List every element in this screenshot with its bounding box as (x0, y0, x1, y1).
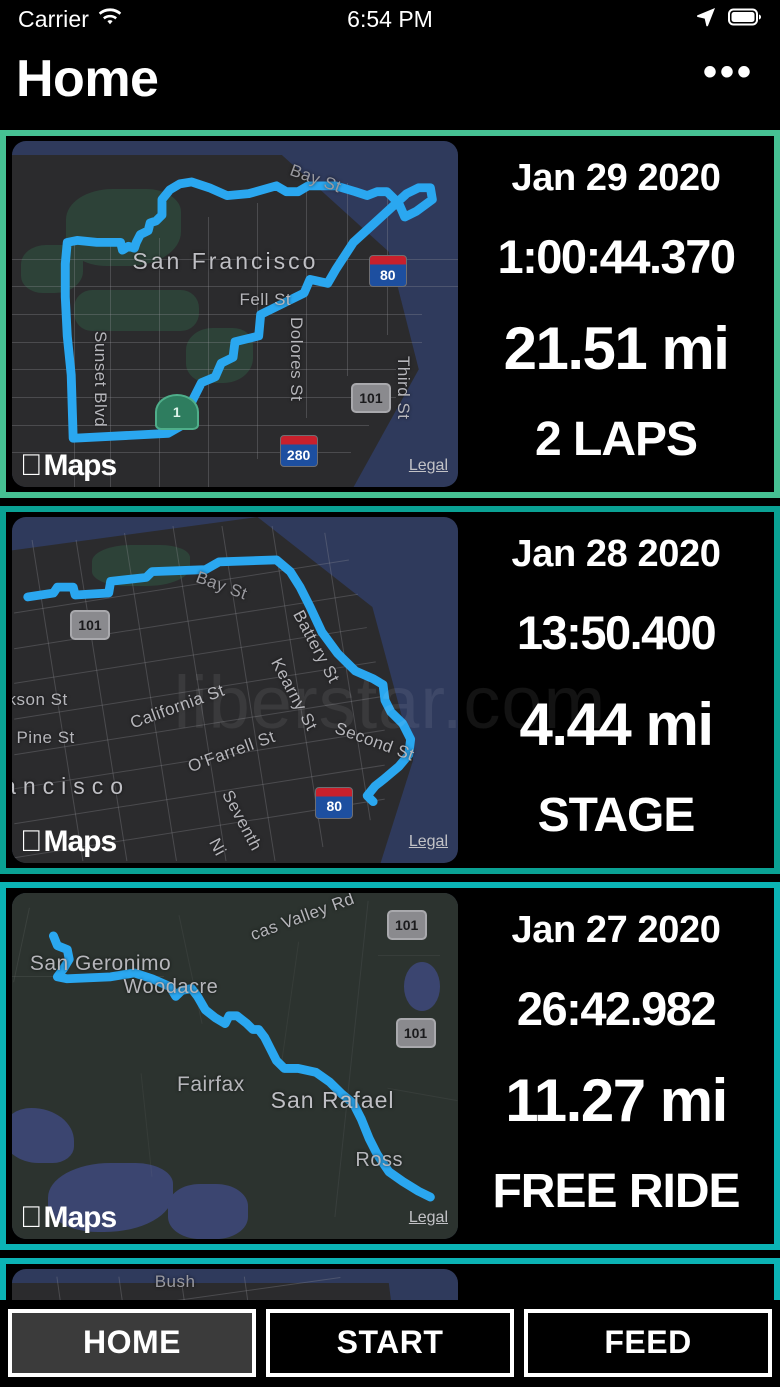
map-label: Fairfax (177, 1072, 245, 1096)
map-label: Bush (154, 1272, 196, 1292)
ride-card[interactable]: San Francisco Fell St Sunset Blvd Dolore… (0, 130, 780, 498)
highway-shield-101: 101 (386, 910, 427, 941)
map-park (74, 289, 200, 332)
map-label: Fell St (239, 289, 292, 309)
maps-label: Maps (22, 449, 118, 482)
map-label: San Francisco (132, 248, 319, 275)
ride-date: Jan 28 2020 (511, 532, 721, 575)
map-park (20, 244, 84, 294)
ride-type: STAGE (537, 789, 696, 843)
bottom-tab-bar: HOME START FEED (0, 1300, 780, 1387)
apple-logo-icon:  (20, 451, 42, 481)
highway-shield-101: 101 (69, 610, 110, 641)
tab-feed[interactable]: FEED (524, 1308, 772, 1377)
apple-maps-attribution:  Maps (20, 449, 118, 483)
status-bar: Carrier 6:54 PM (0, 0, 780, 38)
map-canvas: San Francisco Fell St Sunset Blvd Dolore… (12, 141, 458, 487)
map-canvas: ancisco kson St Pine St California St O'… (12, 517, 458, 863)
map-label: Sunset Blvd (91, 331, 111, 428)
ride-distance: 11.27 mi (505, 1066, 728, 1134)
status-bar-right (695, 6, 762, 33)
map-label: ancisco (12, 773, 131, 800)
map-label: San Rafael (270, 1086, 395, 1113)
highway-shield-80: 80 (315, 786, 354, 819)
ride-date: Jan 29 2020 (511, 156, 721, 199)
map-legal-link[interactable]: Legal (408, 833, 448, 850)
location-arrow-icon (695, 6, 717, 33)
map-label: Dolores St (287, 317, 307, 402)
tab-home[interactable]: HOME (8, 1308, 256, 1377)
page-title: Home (16, 50, 159, 108)
apple-logo-icon:  (20, 827, 42, 857)
wifi-icon (98, 7, 122, 31)
ride-duration: 26:42.982 (516, 982, 717, 1036)
maps-label: Maps (22, 825, 118, 858)
ride-map[interactable]: San Francisco Fell St Sunset Blvd Dolore… (6, 136, 458, 492)
maps-label: Maps (22, 1201, 118, 1234)
ride-duration: 1:00:44.370 (497, 230, 736, 284)
highway-shield-80: 80 (368, 255, 407, 288)
highway-shield-1: 1 (154, 393, 199, 430)
map-water (168, 1183, 249, 1239)
map-water (47, 1162, 173, 1233)
map-label: Pine St (16, 728, 75, 748)
ride-map[interactable]: ancisco kson St Pine St California St O'… (6, 512, 458, 868)
route-polyline (12, 517, 458, 863)
map-canvas: San Geronimo Woodacre Fairfax San Rafael… (12, 893, 458, 1239)
tab-start[interactable]: START (266, 1308, 514, 1377)
map-legal-link[interactable]: Legal (408, 457, 448, 474)
battery-full-icon (728, 8, 762, 31)
ride-duration: 13:50.400 (516, 606, 717, 660)
apple-maps-attribution:  Maps (20, 825, 118, 859)
route-polyline (12, 141, 458, 487)
highway-shield-101: 101 (350, 383, 391, 414)
more-options-button[interactable]: ••• (702, 50, 754, 94)
ride-card[interactable]: San Geronimo Woodacre Fairfax San Rafael… (0, 882, 780, 1250)
ride-stats: Jan 29 2020 1:00:44.370 21.51 mi 2 LAPS (458, 136, 774, 492)
highway-shield-280: 280 (279, 435, 318, 468)
ride-type: 2 LAPS (534, 413, 698, 467)
ride-distance: 4.44 mi (519, 690, 714, 758)
apple-logo-icon:  (20, 1203, 42, 1233)
map-label: Third St (394, 355, 414, 420)
map-label: Woodacre (123, 976, 219, 999)
route-polyline (12, 893, 458, 1239)
ride-distance: 21.51 mi (503, 314, 730, 382)
status-bar-left: Carrier (18, 6, 122, 33)
map-legal-link[interactable]: Legal (408, 1209, 448, 1226)
ride-card[interactable]: ancisco kson St Pine St California St O'… (0, 506, 780, 874)
carrier-label: Carrier (18, 5, 89, 32)
apple-maps-attribution:  Maps (20, 1201, 118, 1235)
highway-shield-101: 101 (395, 1017, 436, 1048)
ride-stats: Jan 28 2020 13:50.400 4.44 mi STAGE (458, 512, 774, 868)
map-label: San Geronimo (29, 951, 172, 975)
ride-date: Jan 27 2020 (511, 908, 721, 951)
ride-map[interactable]: San Geronimo Woodacre Fairfax San Rafael… (6, 888, 458, 1244)
ride-type: FREE RIDE (492, 1165, 740, 1219)
ride-list[interactable]: San Francisco Fell St Sunset Blvd Dolore… (0, 130, 780, 1387)
map-water (404, 962, 441, 1011)
ride-stats: Jan 27 2020 26:42.982 11.27 mi FREE RIDE (458, 888, 774, 1244)
navigation-bar: Home ••• (0, 38, 780, 130)
map-label: Ross (355, 1149, 403, 1172)
map-label: kson St (12, 690, 68, 709)
